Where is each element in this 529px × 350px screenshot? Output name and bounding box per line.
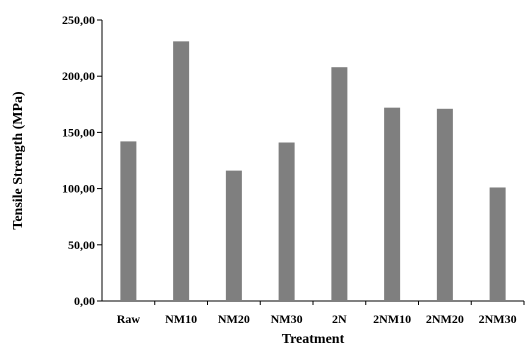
y-tick-label: 250,00 (62, 13, 95, 27)
y-axis-title: Tensile Strength (MPa) (11, 91, 26, 230)
x-tick-label: 2NM10 (373, 312, 411, 326)
bar (436, 108, 453, 302)
x-tick-label: 2N (332, 312, 347, 326)
x-tick-label: NM20 (218, 312, 250, 326)
bar (120, 141, 137, 301)
bar (331, 67, 348, 301)
bar (225, 170, 242, 301)
x-tick-label: Raw (117, 312, 141, 326)
x-axis-title: Treatment (282, 332, 345, 347)
bar (173, 41, 190, 302)
y-tick-label: 150,00 (62, 125, 95, 139)
x-tick-label: NM30 (271, 312, 303, 326)
x-tick-label: NM10 (165, 312, 197, 326)
bar (384, 107, 401, 301)
x-tick-label: 2NM20 (426, 312, 464, 326)
y-tick-label: 200,00 (62, 69, 95, 83)
x-tick-label: 2NM30 (479, 312, 517, 326)
y-tick-label: 0,00 (74, 294, 95, 308)
plot-area: 0,00 50,00 100,00 150,00 200,00 250,00 Raw NM10… (62, 13, 525, 326)
y-tick-label: 100,00 (62, 182, 95, 196)
bar (489, 187, 506, 301)
bar (278, 142, 295, 301)
y-tick-label: 50,00 (68, 238, 95, 252)
